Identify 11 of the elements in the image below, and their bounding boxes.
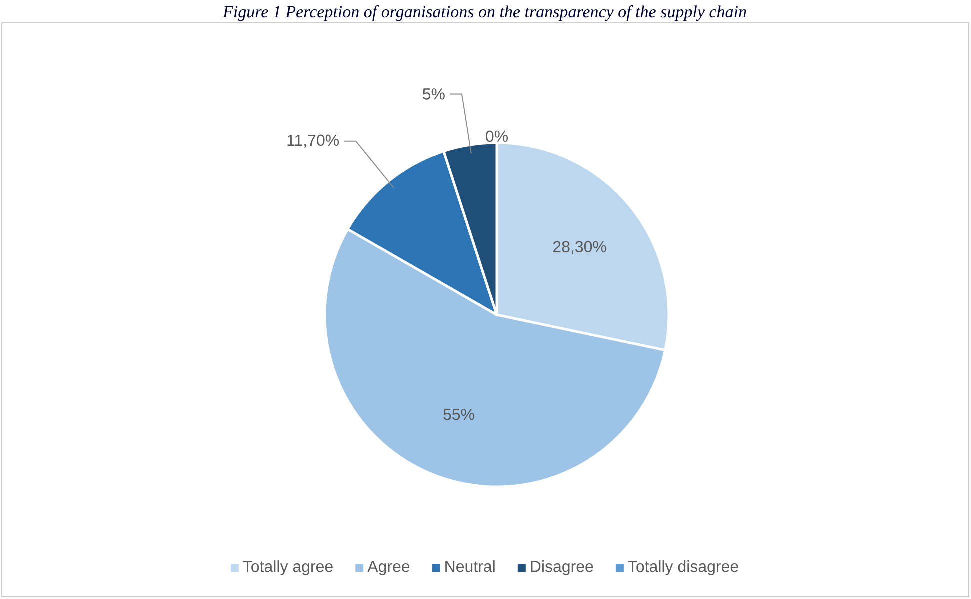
data-label: 28,30% [553,241,606,254]
legend-label: Neutral [446,560,495,572]
legend-label: Totally disagree [628,560,738,576]
data-label: 11,70% [288,134,340,148]
text: 0% [486,130,508,142]
legend-label: Disagree [531,560,594,576]
data-label: 55% [444,408,474,420]
legend-label: Agree [368,561,410,576]
chart-title: Figure 1 Perception of organisations on the transparency of the supply chain [222,6,746,22]
data-label: 5% [422,88,445,100]
legend-label: Totally agree [243,560,333,576]
